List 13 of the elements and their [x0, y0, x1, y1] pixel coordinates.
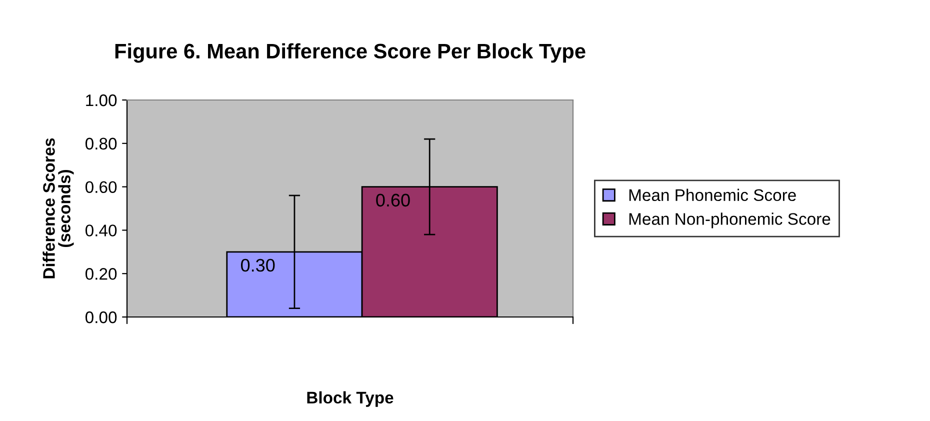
y-tick-label: 0.80: [85, 138, 117, 150]
x-axis-title: Block Type: [307, 391, 394, 407]
y-axis-title: Difference Scores (seconds): [42, 138, 74, 278]
legend-label: Mean Non-phonemic Score: [629, 212, 830, 228]
data-label: 0.30: [240, 258, 275, 272]
y-tick-label: 0.20: [85, 268, 117, 280]
y-tick-label: 1.00: [86, 94, 117, 106]
y-tick-label: 0.40: [85, 224, 117, 236]
chart-title: Figure 6. Mean Difference Score Per Block Type: [115, 43, 586, 63]
y-tick-label: 0.00: [85, 311, 117, 324]
data-label: 0.60: [376, 194, 410, 207]
y-tick-label: 0.60: [85, 181, 117, 194]
legend-label: Mean Phonemic Score: [629, 188, 796, 202]
